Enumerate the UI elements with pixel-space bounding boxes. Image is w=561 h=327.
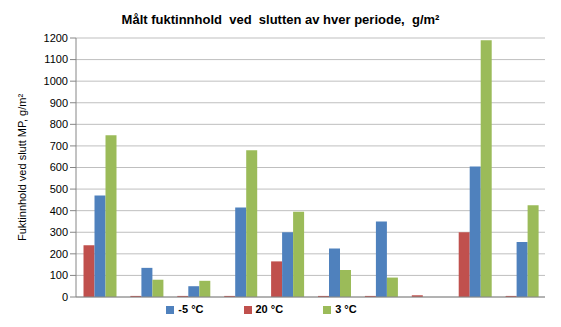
svg-text:900: 900 bbox=[50, 97, 68, 109]
html-text:-5 °C: -5 °C bbox=[178, 303, 204, 315]
svg-text:700: 700 bbox=[50, 140, 68, 152]
html-text:Målt fuktinnhold ved slutten a: Målt fuktinnhold ved slutten av hver per… bbox=[121, 12, 440, 27]
svg-text:400: 400 bbox=[50, 205, 68, 217]
svg-text:800: 800 bbox=[50, 118, 68, 130]
html-text:3 °C: 3 °C bbox=[335, 303, 357, 315]
svg-text:100: 100 bbox=[50, 269, 68, 281]
svg-text:500: 500 bbox=[50, 183, 68, 195]
svg-text:300: 300 bbox=[50, 226, 68, 238]
html-text:20 °C: 20 °C bbox=[255, 303, 284, 315]
svg-text:0: 0 bbox=[62, 291, 68, 303]
svg-text:600: 600 bbox=[50, 161, 68, 173]
svg-text:Fuktinnhold ved slutt MP, g/m²: Fuktinnhold ved slutt MP, g/m² bbox=[16, 94, 28, 241]
svg-text:1000: 1000 bbox=[44, 75, 68, 87]
svg-text:200: 200 bbox=[50, 248, 68, 260]
svg-text:1200: 1200 bbox=[44, 32, 68, 44]
svg-text:1100: 1100 bbox=[44, 53, 68, 65]
